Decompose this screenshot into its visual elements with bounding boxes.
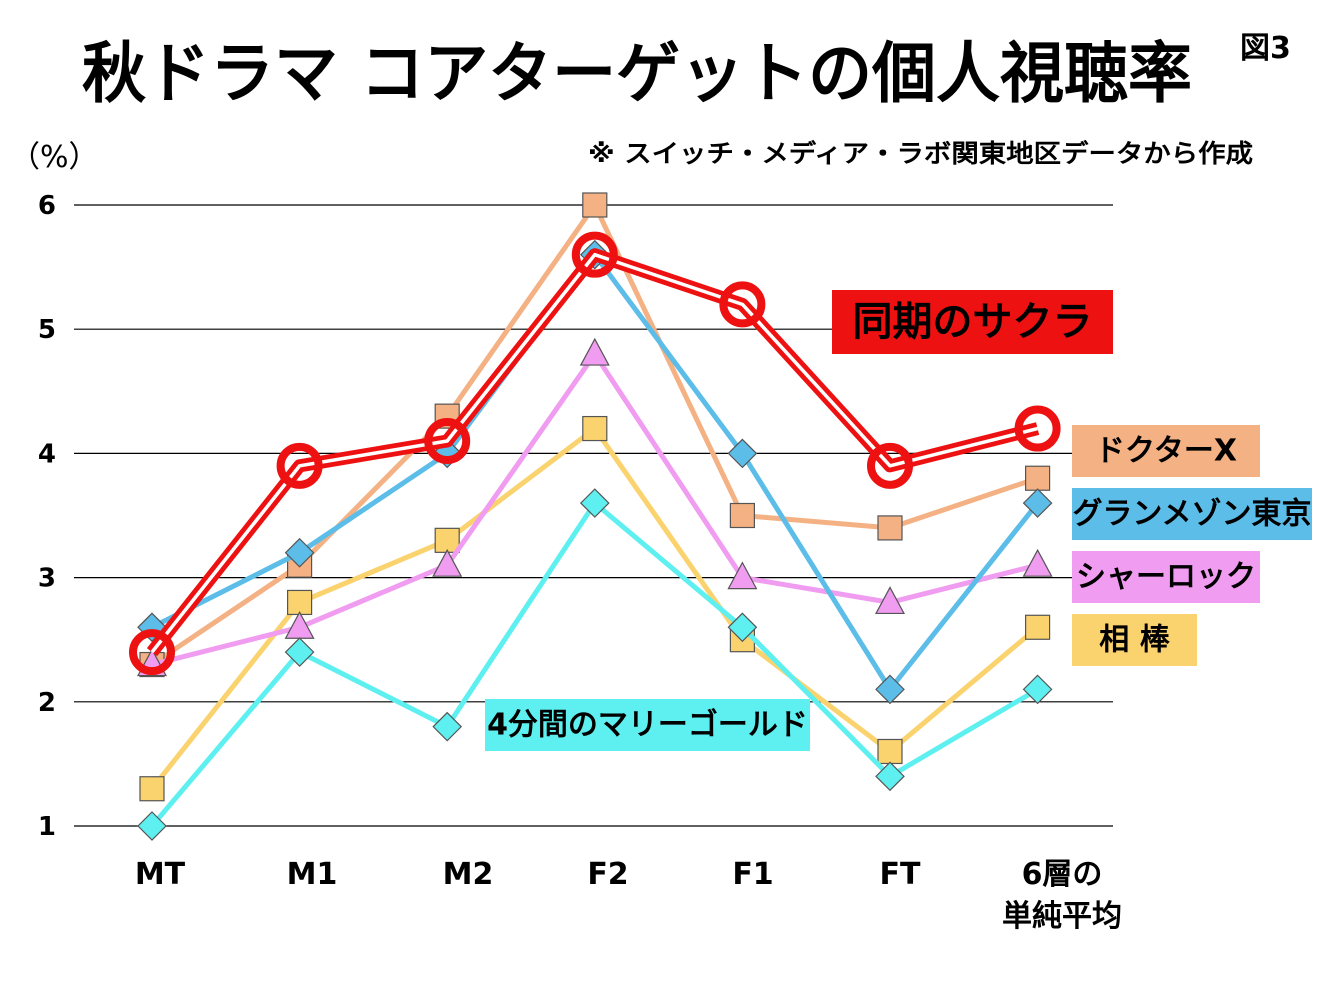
- ring-marker: [867, 442, 913, 489]
- series-6: [129, 231, 1061, 676]
- series-label-box: [1072, 488, 1312, 540]
- series-label-2: グランメゾン東京: [1072, 488, 1312, 540]
- square-marker: [1024, 614, 1051, 640]
- series-label-1: ドクターX: [1072, 425, 1260, 477]
- figure-number: 図3: [1240, 31, 1291, 66]
- square-marker: [877, 738, 903, 765]
- square-marker: [729, 502, 756, 529]
- series-label-box: [485, 699, 810, 751]
- y-tick-label: 6: [38, 191, 56, 221]
- diamond-marker: [1022, 674, 1053, 705]
- series-label-text: 相 棒: [1099, 623, 1170, 658]
- square-marker: [1024, 465, 1051, 491]
- triangle-marker: [432, 548, 463, 577]
- y-tick-label: 1: [38, 812, 56, 842]
- x-tick-label: F2: [587, 857, 628, 892]
- diamond-marker: [875, 761, 905, 792]
- diamond-marker: [284, 537, 315, 568]
- triangle-marker: [1022, 548, 1053, 577]
- series-line-inner: [150, 252, 1039, 654]
- diamond-marker: [284, 637, 315, 667]
- series-label-4: 相 棒: [1072, 614, 1197, 666]
- square-marker: [287, 589, 313, 616]
- diamond-marker: [432, 711, 463, 742]
- diamond-marker: [727, 612, 758, 643]
- series-label-text: シャーロック: [1076, 560, 1256, 595]
- y-tick-label: 3: [38, 564, 56, 594]
- x-tick-label: M1: [287, 857, 338, 892]
- x-tick-label: MT: [135, 857, 186, 892]
- diamond-marker: [1022, 488, 1053, 518]
- square-marker: [582, 192, 608, 218]
- y-tick-label: 2: [38, 688, 56, 718]
- square-marker: [139, 776, 165, 802]
- series-5: [137, 488, 1053, 841]
- x-tick-label: 6層の: [1022, 857, 1103, 892]
- series-label-3: シャーロック: [1072, 551, 1260, 603]
- y-tick-label: 5: [38, 315, 56, 345]
- series-label-box: [1072, 551, 1260, 603]
- y-tick-label: 4: [38, 439, 56, 469]
- series-line: [150, 500, 1039, 828]
- square-marker: [877, 515, 903, 541]
- diamond-marker: [875, 674, 905, 705]
- ring-marker: [719, 281, 766, 328]
- triangle-marker: [579, 337, 610, 366]
- series-label-6: 同期のサクラ: [832, 290, 1113, 354]
- ring-marker: [276, 442, 323, 489]
- series-label-text: ドクターX: [1095, 434, 1237, 469]
- chart-title: 秋ドラマ コアターゲットの個人視聴率: [82, 35, 1192, 112]
- series-label-box: [1072, 614, 1197, 666]
- series-label-text: グランメゾン東京: [1072, 497, 1311, 532]
- series-layer: [129, 192, 1061, 841]
- series-label-box: [1072, 425, 1260, 477]
- series-label-text: 4分間のマリーゴールド: [487, 708, 808, 743]
- ring-marker: [571, 231, 618, 278]
- x-tick-label: F1: [732, 857, 773, 892]
- series-label-text: 同期のサクラ: [853, 299, 1093, 345]
- ring-marker: [424, 417, 471, 464]
- square-marker: [434, 527, 460, 553]
- y-axis-unit: （%）: [10, 140, 99, 175]
- source-note: ※ スイッチ・メディア・ラボ関東地区データから作成: [588, 139, 1253, 168]
- ring-marker: [1014, 405, 1061, 452]
- square-marker: [582, 415, 608, 442]
- diamond-marker: [727, 438, 758, 469]
- x-tick-label: M2: [443, 857, 494, 892]
- diamond-marker: [579, 488, 610, 518]
- triangle-marker: [874, 586, 906, 615]
- series-label-5: 4分間のマリーゴールド: [485, 699, 810, 751]
- series-label-box: [832, 290, 1113, 354]
- x-tick-label: 単純平均: [1002, 899, 1122, 934]
- x-tick-label: FT: [880, 857, 921, 892]
- diamond-marker: [137, 811, 167, 841]
- triangle-marker: [727, 561, 758, 590]
- ring-marker: [129, 629, 175, 676]
- y-axis-ticks: 1 2 3 4 5 6: [38, 191, 56, 842]
